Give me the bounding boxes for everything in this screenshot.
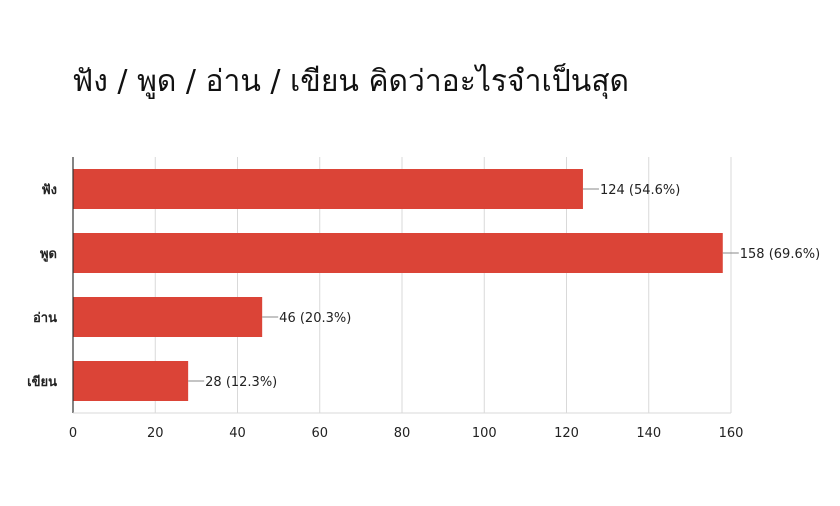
x-tick-label: 140 [636,426,661,441]
data-label: 124 (54.6%) [600,183,680,198]
category-label: เขียน [27,374,57,390]
bar [73,233,723,273]
data-label: 46 (20.3%) [279,311,351,326]
bar [73,169,583,209]
bar [73,361,188,401]
x-tick-label: 0 [69,426,77,441]
bar [73,297,262,337]
category-label: พูด [40,247,57,262]
category-label: อ่าน [33,311,57,326]
x-tick-label: 100 [472,426,497,441]
x-tick-label: 40 [229,426,246,441]
x-tick-label: 120 [554,426,579,441]
data-label: 28 (12.3%) [205,375,277,390]
x-tick-label: 160 [719,426,744,441]
category-label: ฟัง [41,183,57,198]
data-label: 158 (69.6%) [740,247,820,262]
x-tick-label: 20 [147,426,164,441]
x-tick-label: 60 [311,426,328,441]
x-tick-label: 80 [394,426,411,441]
